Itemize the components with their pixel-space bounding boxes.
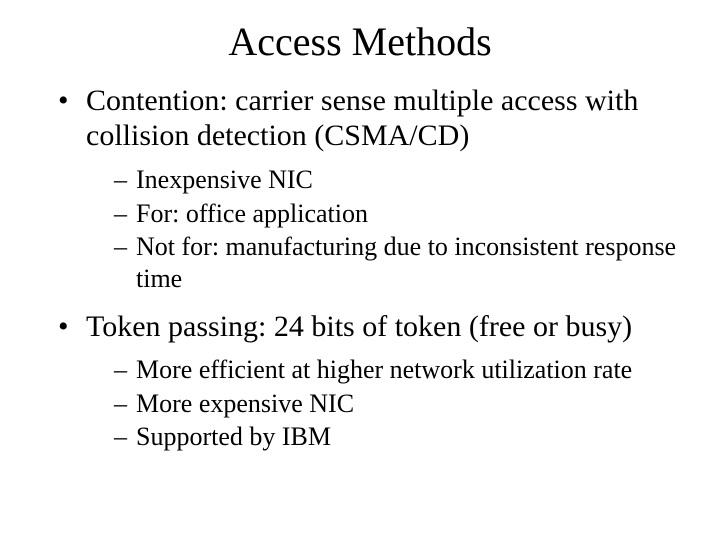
sub-bullet-list: More efficient at higher network utiliza… — [86, 354, 680, 453]
sub-bullet-list: Inexpensive NIC For: office application … — [86, 164, 680, 295]
list-item: Contention: carrier sense multiple acces… — [58, 83, 680, 295]
bullet-text: Not for: manufacturing due to inconsiste… — [136, 232, 676, 293]
list-item: Not for: manufacturing due to inconsiste… — [114, 231, 680, 294]
slide-title: Access Methods — [40, 18, 680, 65]
list-item: More efficient at higher network utiliza… — [114, 354, 680, 386]
bullet-text: For: office application — [136, 199, 368, 228]
bullet-text: Token passing: 24 bits of token (free or… — [86, 310, 632, 343]
list-item: For: office application — [114, 198, 680, 230]
list-item: Token passing: 24 bits of token (free or… — [58, 309, 680, 454]
list-item: Supported by IBM — [114, 421, 680, 453]
bullet-text: Contention: carrier sense multiple acces… — [86, 84, 638, 152]
list-item: Inexpensive NIC — [114, 164, 680, 196]
bullet-list: Contention: carrier sense multiple acces… — [40, 83, 680, 453]
slide: Access Methods Contention: carrier sense… — [0, 0, 720, 540]
bullet-text: More expensive NIC — [136, 389, 354, 418]
bullet-text: More efficient at higher network utiliza… — [136, 355, 632, 384]
bullet-text: Inexpensive NIC — [136, 165, 313, 194]
bullet-text: Supported by IBM — [136, 422, 331, 451]
list-item: More expensive NIC — [114, 388, 680, 420]
